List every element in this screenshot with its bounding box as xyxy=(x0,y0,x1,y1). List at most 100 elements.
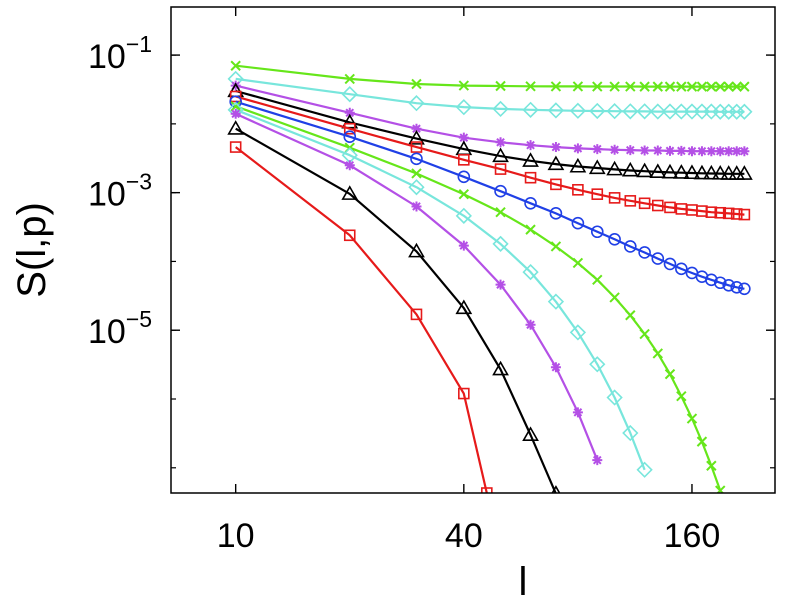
data-point-black-triangle-flat-19 xyxy=(720,165,738,180)
data-point-magenta-star-flat-6 xyxy=(550,142,561,153)
data-point-cyan-diamond-decay-8 xyxy=(589,356,606,373)
data-point-blue-circle-mid-14 xyxy=(675,262,688,276)
data-point-magenta-star-decay-3 xyxy=(458,240,469,251)
data-point-blue-circle-mid-18 xyxy=(713,276,727,290)
data-point-blue-circle-mid-3 xyxy=(457,170,471,184)
series-cyan-diamond-flat xyxy=(227,70,753,120)
data-point-cyan-diamond-flat-9 xyxy=(606,103,623,120)
data-point-cyan-diamond-flat-2 xyxy=(408,95,425,112)
data-point-red-square-decay-2 xyxy=(410,308,423,321)
data-point-black-triangle-decay-5 xyxy=(522,426,539,442)
series-line-cyan-diamond-decay xyxy=(235,108,646,471)
data-point-red-square-flat-17 xyxy=(705,206,718,218)
y-tick-label-−1: 10−1 xyxy=(88,31,152,76)
data-point-blue-circle-mid-4 xyxy=(494,184,507,198)
data-point-green-x-decay-8 xyxy=(592,274,603,286)
data-point-black-triangle-decay-4 xyxy=(492,360,509,376)
data-point-magenta-star-decay-4 xyxy=(495,279,506,290)
series-green-x-flat xyxy=(230,60,750,92)
x-tick-label-10: 10 xyxy=(217,517,255,555)
data-point-black-triangle-flat-2 xyxy=(408,130,425,145)
data-point-magenta-star-flat-14 xyxy=(676,145,687,156)
data-point-green-x-decay-11 xyxy=(639,328,650,340)
data-point-red-square-flat-13 xyxy=(664,201,676,214)
data-point-red-square-flat-10 xyxy=(624,195,637,207)
data-point-green-x-decay-17 xyxy=(706,460,717,471)
data-point-green-x-decay-14 xyxy=(676,390,687,402)
data-point-black-triangle-flat-15 xyxy=(683,164,701,180)
data-point-red-square-flat-0 xyxy=(229,90,242,103)
data-point-black-triangle-decay-0 xyxy=(227,120,245,135)
data-point-cyan-diamond-decay-9 xyxy=(606,389,623,406)
data-point-green-x-flat-9 xyxy=(609,81,620,92)
data-point-green-x-flat-3 xyxy=(458,80,470,91)
data-point-green-x-decay-0 xyxy=(230,101,241,112)
data-point-magenta-star-decay-7 xyxy=(572,407,583,418)
data-point-black-triangle-flat-14 xyxy=(672,164,690,179)
data-point-magenta-star-flat-18 xyxy=(715,146,726,157)
data-point-black-triangle-flat-7 xyxy=(569,157,587,173)
data-point-green-x-flat-2 xyxy=(411,78,422,90)
data-point-black-triangle-flat-8 xyxy=(588,159,606,175)
data-point-magenta-star-flat-17 xyxy=(706,146,717,157)
data-point-blue-circle-mid-6 xyxy=(549,207,563,220)
data-point-cyan-diamond-decay-4 xyxy=(492,235,509,253)
data-point-cyan-diamond-flat-12 xyxy=(649,103,666,120)
data-point-cyan-diamond-flat-13 xyxy=(661,103,679,120)
data-point-green-x-flat-12 xyxy=(652,81,664,92)
data-point-green-x-decay-2 xyxy=(411,168,422,179)
data-point-green-x-flat-8 xyxy=(592,81,603,92)
data-point-green-x-flat-13 xyxy=(664,81,676,92)
data-point-magenta-star-flat-19 xyxy=(723,146,734,157)
data-point-magenta-star-decay-5 xyxy=(525,319,536,330)
data-point-cyan-diamond-flat-10 xyxy=(622,103,639,120)
data-point-magenta-star-flat-1 xyxy=(344,107,355,118)
data-point-red-square-flat-1 xyxy=(343,122,356,135)
data-point-green-x-decay-4 xyxy=(495,206,506,218)
plot-area xyxy=(227,60,753,493)
data-point-cyan-diamond-flat-19 xyxy=(720,103,737,120)
data-point-green-x-decay-18 xyxy=(715,485,726,493)
data-point-blue-circle-mid-20 xyxy=(730,281,744,294)
y-tick-label-exponent: −3 xyxy=(126,169,152,195)
data-point-red-square-flat-21 xyxy=(738,208,751,221)
y-tick-label-base: 10 xyxy=(88,176,126,214)
data-point-green-x-flat-7 xyxy=(572,81,584,92)
data-point-magenta-star-decay-8 xyxy=(592,455,603,466)
data-point-black-triangle-flat-10 xyxy=(621,161,639,177)
y-tick-label-−5: 10−5 xyxy=(88,306,152,351)
y-tick-label-exponent: −5 xyxy=(126,306,152,332)
data-point-cyan-diamond-decay-3 xyxy=(455,207,472,224)
data-point-black-triangle-flat-11 xyxy=(636,162,654,178)
data-point-red-square-flat-18 xyxy=(714,206,727,219)
data-point-magenta-star-decay-1 xyxy=(344,160,355,171)
data-point-red-square-flat-5 xyxy=(524,171,537,184)
data-point-red-square-flat-2 xyxy=(410,141,423,153)
data-point-magenta-star-flat-2 xyxy=(411,123,422,134)
data-point-green-x-decay-9 xyxy=(609,292,620,303)
data-point-magenta-star-flat-4 xyxy=(495,137,506,148)
data-point-blue-circle-mid-21 xyxy=(738,282,751,296)
data-point-green-x-flat-5 xyxy=(525,81,536,92)
data-point-black-triangle-flat-12 xyxy=(649,163,667,178)
data-point-cyan-diamond-flat-6 xyxy=(547,102,565,119)
data-point-red-square-flat-8 xyxy=(591,188,604,200)
data-point-red-square-decay-3 xyxy=(458,387,470,400)
data-point-cyan-diamond-decay-5 xyxy=(522,263,539,281)
data-point-green-x-flat-0 xyxy=(230,60,241,71)
data-point-cyan-diamond-decay-2 xyxy=(408,179,425,196)
data-point-cyan-diamond-flat-4 xyxy=(492,100,509,118)
data-point-green-x-flat-14 xyxy=(676,81,687,92)
data-point-black-triangle-flat-16 xyxy=(693,164,711,180)
data-point-cyan-diamond-flat-1 xyxy=(341,86,358,103)
data-point-black-triangle-flat-6 xyxy=(547,155,565,171)
data-point-black-triangle-flat-13 xyxy=(661,163,679,179)
series-red-square-decay xyxy=(229,141,493,493)
data-point-magenta-star-flat-7 xyxy=(572,143,583,154)
data-point-blue-circle-mid-5 xyxy=(524,197,537,210)
data-point-cyan-diamond-decay-11 xyxy=(636,461,653,478)
data-point-magenta-star-decay-0 xyxy=(230,108,241,119)
